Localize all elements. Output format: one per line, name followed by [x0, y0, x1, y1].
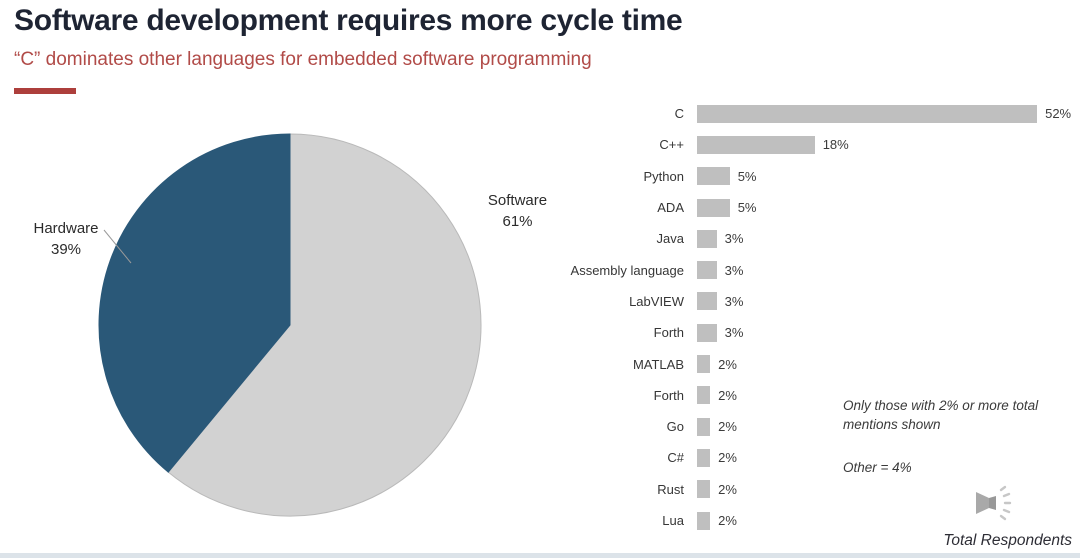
- pie-slice-software: [167, 133, 482, 517]
- filter-note-line2: mentions shown: [843, 417, 941, 432]
- bar-value-label: 5%: [737, 200, 757, 216]
- bar-category-label: ADA: [657, 200, 684, 216]
- bar-category-label: Rust: [657, 481, 684, 497]
- bar-category-label: C++: [659, 137, 684, 153]
- bar: [697, 167, 730, 186]
- bar-row: C++ 18%: [540, 129, 1076, 160]
- bottom-strip: [0, 553, 1080, 558]
- bar-category-label: Go: [666, 419, 684, 435]
- bar: [697, 511, 711, 530]
- bar-value-label: 52%: [1045, 106, 1072, 122]
- bar-value-label: 2%: [718, 419, 737, 435]
- pie-label-software-value: 61%: [502, 213, 533, 230]
- pie-slice-hardware: [98, 133, 291, 473]
- bar-row: C# 2%: [540, 442, 1076, 473]
- other-note: Other = 4%: [843, 460, 912, 475]
- bar-category-label: Java: [656, 231, 684, 247]
- bar-row: Go 2%: [540, 411, 1076, 442]
- bar: [697, 323, 717, 342]
- bar-row: Forth 3%: [540, 317, 1076, 348]
- pie-label-hardware: Hardware 39%: [20, 218, 112, 260]
- bar-value-label: 2%: [718, 481, 737, 497]
- bar-row: C 52%: [540, 98, 1076, 129]
- bar-value-label: 3%: [724, 325, 744, 341]
- bar-value-label: 18%: [822, 137, 849, 153]
- bar-category-label: LabVIEW: [629, 293, 684, 309]
- filter-note-line1: Only those with 2% or more total: [843, 398, 1039, 413]
- bar: [697, 417, 711, 436]
- bar-category-label: Lua: [662, 513, 684, 528]
- bar: [697, 261, 717, 280]
- bar-chart: C 52% C++ 18% Python 5% ADA 5% Java 3% Assembly la…: [540, 98, 1076, 536]
- bar-row: Python 5%: [540, 161, 1076, 192]
- bar-row: Rust 2%: [540, 474, 1076, 505]
- filter-note: Only those with 2% or more total mention…: [843, 396, 1080, 477]
- bar: [697, 104, 1038, 123]
- pie-chart: [98, 133, 482, 517]
- bar: [697, 292, 717, 311]
- slide-title: Software development requires more cycle…: [14, 4, 683, 37]
- bar-value-label: 3%: [724, 293, 744, 309]
- bar: [697, 355, 711, 374]
- bar-category-label: Forth: [653, 387, 684, 403]
- bar-row: ADA 5%: [540, 192, 1076, 223]
- pie-label-software-name: Software: [487, 192, 548, 209]
- hardware-leader-line: [103, 229, 132, 264]
- bar-row: Forth 2%: [540, 380, 1076, 411]
- bar-category-label: C#: [667, 450, 684, 466]
- pie-label-hardware-value: 39%: [50, 241, 82, 258]
- red-divider: [14, 88, 76, 94]
- bar-category-label: Assembly language: [570, 262, 684, 278]
- bar-value-label: 5%: [737, 168, 757, 184]
- bar-value-label: 2%: [718, 387, 737, 403]
- bar-value-label: 2%: [718, 356, 737, 372]
- bar-row: Lua 2%: [540, 505, 1076, 536]
- bar: [697, 229, 717, 248]
- bar: [697, 135, 815, 154]
- bar: [697, 480, 711, 499]
- bar-row: LabVIEW 3%: [540, 286, 1076, 317]
- bar: [697, 386, 711, 405]
- total-respondents-label: Total Respondents: [943, 532, 1072, 549]
- speaker-icon-glyph: [976, 485, 1012, 521]
- bar-row: MATLAB 2%: [540, 348, 1076, 379]
- bar-category-label: Python: [643, 168, 684, 184]
- bar-value-label: 3%: [724, 231, 744, 247]
- pie-label-software: Software 61%: [460, 190, 575, 232]
- bar-value-label: 3%: [724, 262, 744, 278]
- bar-category-label: MATLAB: [632, 356, 684, 372]
- bar: [697, 448, 711, 467]
- bar-value-label: 2%: [718, 450, 737, 466]
- bar-category-label: C: [674, 106, 684, 122]
- bar-category-label: Forth: [653, 325, 684, 341]
- pie-label-hardware-name: Hardware: [33, 220, 99, 237]
- audio-speaker-icon[interactable]: [970, 480, 1016, 526]
- bar: [697, 198, 730, 217]
- bar-value-label: 2%: [718, 513, 737, 528]
- bar-row: Assembly language 3%: [540, 254, 1076, 285]
- slide-subtitle: “C” dominates other languages for embedd…: [14, 49, 592, 70]
- bar-row: Java 3%: [540, 223, 1076, 254]
